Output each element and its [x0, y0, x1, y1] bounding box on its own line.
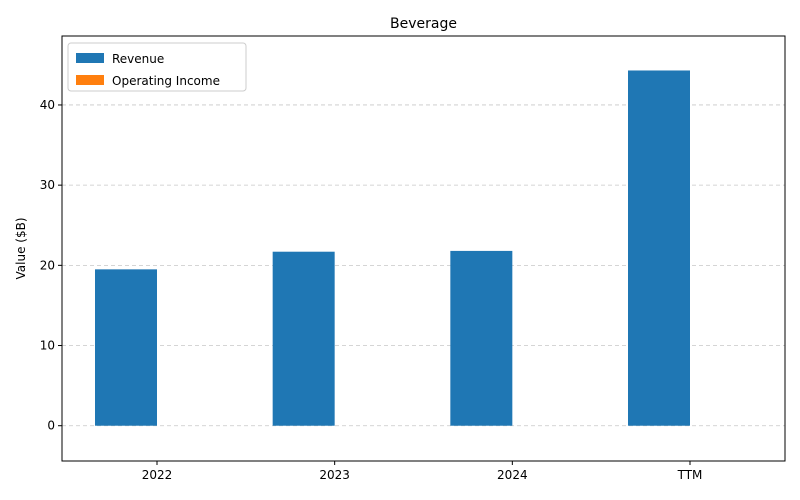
- y-tick-label: 0: [47, 419, 55, 433]
- y-axis-label: Value ($B): [14, 218, 28, 280]
- x-tick-label: TTM: [677, 468, 703, 482]
- bar-revenue-ttm: [628, 70, 690, 426]
- bar-revenue-2024: [450, 250, 513, 426]
- y-tick-label: 20: [40, 258, 55, 272]
- bar-revenue-2022: [95, 269, 157, 426]
- bars: [95, 70, 690, 426]
- y-axis: 0 10 20 30 40: [40, 98, 62, 433]
- x-axis: 2022 2023 2024 TTM: [142, 461, 703, 482]
- x-tick-label: 2024: [497, 468, 528, 482]
- x-tick-label: 2022: [142, 468, 173, 482]
- x-tick-label: 2023: [319, 468, 350, 482]
- legend-swatch: [76, 53, 104, 63]
- legend-swatch: [76, 75, 104, 85]
- y-tick-label: 40: [40, 98, 55, 112]
- y-tick-label: 30: [40, 178, 55, 192]
- plot-frame: [61, 35, 786, 462]
- chart-title: Beverage: [390, 16, 457, 32]
- legend: Revenue Operating Income: [67, 42, 247, 92]
- legend-label: Revenue: [112, 52, 164, 66]
- legend-box: [67, 42, 247, 92]
- y-tick-label: 10: [40, 339, 55, 353]
- bar-revenue-2023: [272, 251, 335, 426]
- legend-label: Operating Income: [112, 74, 220, 88]
